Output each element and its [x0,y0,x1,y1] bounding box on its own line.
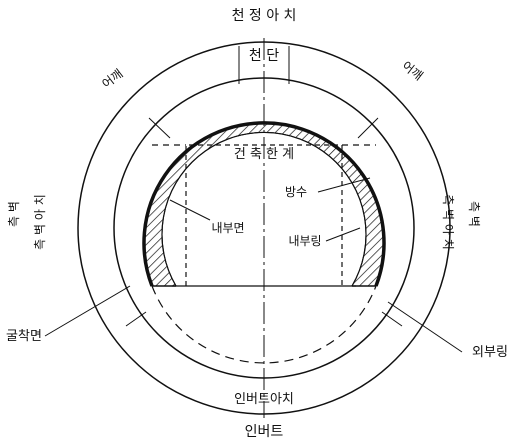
label-sidewall-right: 측 벽 [467,201,481,227]
leader-excavation [44,285,131,337]
label-crown-arch: 천 정 아 치 [232,8,297,24]
leader-inner-ring [325,227,361,242]
leader-waterproofing [317,177,371,193]
label-crown: 천 단 [249,48,279,64]
leader-outer-ring [387,301,463,353]
invert-dashed-arc [151,285,377,364]
segment-tick-3 [125,311,147,327]
segment-tick-1 [148,117,171,139]
label-inner-surface: 내부면 [211,221,244,235]
label-sidewall-left: 측 벽 [7,201,21,227]
label-inner-ring: 내부링 [288,234,321,248]
segment-tick-4 [381,311,403,327]
label-outer-ring: 외부링 [472,345,508,360]
label-shoulder-left: 어깨 [100,67,126,92]
label-waterproofing: 방수 [285,185,307,199]
label-sidewall-arch-left: 측 벽 아 치 [33,194,47,250]
segment-tick-2 [357,117,379,139]
label-shoulder-right: 어깨 [399,59,425,84]
label-clearance: 건 축 한 계 [234,147,294,162]
leader-inner-surface [169,199,211,221]
label-invert-arch: 인버트아치 [234,392,294,407]
label-excavation-surface: 굴착면 [6,329,42,344]
label-sidewall-arch-right: 측 벽 아 치 [441,194,455,250]
label-invert: 인버트 [245,424,284,440]
